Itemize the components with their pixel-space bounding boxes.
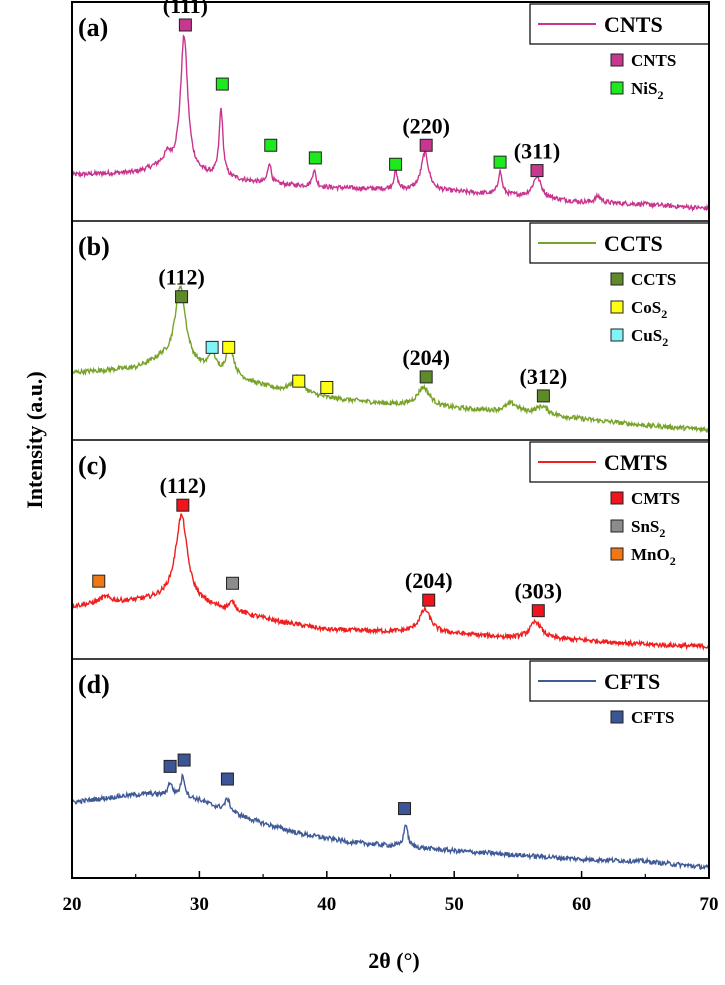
miller-index-label: (112) <box>160 473 206 498</box>
legend-phase-label: CMTS <box>631 489 680 508</box>
legend-series-label: CNTS <box>604 12 663 37</box>
phase-marker <box>532 605 544 617</box>
series-line-cfts <box>72 775 709 869</box>
panel-cmts: (112) (204) (303) (c) CMTS CMTS SnS2 MnO2 <box>72 440 709 649</box>
panel-letter: (c) <box>78 451 107 480</box>
legend-phase-swatch <box>611 273 623 285</box>
x-tick-label: 40 <box>317 894 336 915</box>
phase-marker <box>537 390 549 402</box>
legend-phase-label: MnO2 <box>631 545 676 568</box>
phase-marker <box>293 375 305 387</box>
legend-phase-label: CNTS <box>631 51 676 70</box>
panel-letter: (b) <box>78 232 110 261</box>
phase-marker <box>176 291 188 303</box>
phase-marker <box>178 754 190 766</box>
legend-phase-swatch <box>611 82 623 94</box>
panel-letter: (a) <box>78 13 108 42</box>
phase-marker <box>420 371 432 383</box>
legend-phase-label: CCTS <box>631 270 676 289</box>
phase-marker <box>206 341 218 353</box>
legend-phase-swatch <box>611 329 623 341</box>
panel-ccts: (112) (204) (312) (b) CCTS CCTS CoS2 CuS2 <box>72 221 709 431</box>
phase-marker <box>177 499 189 511</box>
phase-marker <box>223 341 235 353</box>
series-line-cmts <box>72 514 709 648</box>
phase-marker <box>309 152 321 164</box>
x-axis-title: 2θ (°) <box>368 948 419 973</box>
x-tick-label: 30 <box>190 894 209 915</box>
legend-phase-label: NiS2 <box>631 79 663 102</box>
miller-index-label: (204) <box>402 345 450 370</box>
miller-index-label: (112) <box>158 265 204 290</box>
legend-phase-swatch <box>611 548 623 560</box>
legend-phase-swatch <box>611 54 623 66</box>
phase-marker <box>227 577 239 589</box>
panels-layer: (111)(220)(311)(a) CNTSCNTSNiS2(112)(204)… <box>72 0 709 869</box>
phase-marker <box>179 19 191 31</box>
phase-marker <box>216 78 228 90</box>
legend-series-label: CMTS <box>604 450 668 475</box>
legend-phase-swatch <box>611 492 623 504</box>
phase-marker <box>420 139 432 151</box>
legend-phase-label: CoS2 <box>631 298 667 321</box>
legend-phase-swatch <box>611 520 623 532</box>
legend-phase-label: CFTS <box>631 708 674 727</box>
miller-index-label: (312) <box>520 364 568 389</box>
miller-index-label: (204) <box>405 568 453 593</box>
panel-cfts: (d) CFTS CFTS <box>72 659 709 869</box>
miller-index-label: (303) <box>514 579 562 604</box>
legend-phase-swatch <box>611 711 623 723</box>
phase-marker <box>321 381 333 393</box>
phase-marker <box>164 760 176 772</box>
phase-marker <box>399 803 411 815</box>
legend-series-label: CFTS <box>604 669 660 694</box>
x-tick-label: 70 <box>700 894 719 915</box>
phase-marker <box>93 575 105 587</box>
miller-index-label: (220) <box>402 113 450 138</box>
phase-marker <box>390 158 402 170</box>
phase-marker <box>531 165 543 177</box>
phase-marker <box>494 156 506 168</box>
x-tick-label: 50 <box>445 894 464 915</box>
panel-letter: (d) <box>78 670 110 699</box>
phase-marker <box>265 139 277 151</box>
phase-marker <box>221 773 233 785</box>
phase-marker <box>423 594 435 606</box>
x-tick-label: 20 <box>63 894 82 915</box>
legend-phase-label: CuS2 <box>631 326 668 349</box>
legend-phase-swatch <box>611 301 623 313</box>
x-tick-label: 60 <box>572 894 591 915</box>
miller-index-label: (311) <box>514 139 560 164</box>
legend-phase-label: SnS2 <box>631 517 665 540</box>
legend-series-label: CCTS <box>604 231 663 256</box>
y-axis-title: Intensity (a.u.) <box>22 371 47 509</box>
